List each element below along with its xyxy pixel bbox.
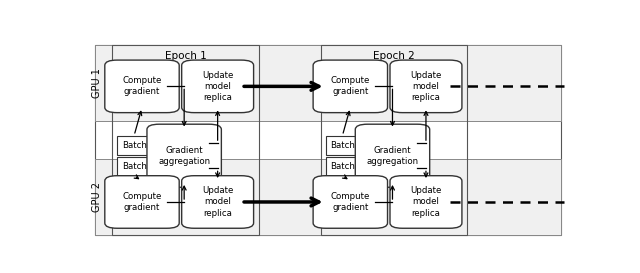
Text: Gradient
aggregation: Gradient aggregation: [367, 146, 419, 166]
FancyBboxPatch shape: [95, 159, 561, 235]
Text: Batch: Batch: [330, 162, 355, 171]
Text: Update
model
replica: Update model replica: [410, 71, 442, 102]
FancyBboxPatch shape: [355, 124, 429, 187]
Text: Update
model
replica: Update model replica: [410, 186, 442, 218]
Text: Compute
gradient: Compute gradient: [331, 76, 370, 96]
FancyBboxPatch shape: [105, 176, 179, 228]
Text: Compute
gradient: Compute gradient: [122, 76, 162, 96]
FancyBboxPatch shape: [117, 157, 151, 176]
FancyBboxPatch shape: [390, 60, 462, 113]
Text: Compute
gradient: Compute gradient: [122, 192, 162, 212]
Text: GPU 1: GPU 1: [92, 68, 102, 98]
FancyBboxPatch shape: [147, 124, 221, 187]
FancyBboxPatch shape: [326, 136, 359, 155]
FancyBboxPatch shape: [182, 60, 253, 113]
Text: Batch: Batch: [330, 141, 355, 150]
Text: Update
model
replica: Update model replica: [202, 186, 234, 218]
Text: Batch: Batch: [122, 141, 147, 150]
FancyBboxPatch shape: [105, 60, 179, 113]
FancyBboxPatch shape: [313, 60, 388, 113]
Text: GPU 2: GPU 2: [92, 182, 102, 212]
FancyBboxPatch shape: [95, 45, 561, 121]
Text: Gradient
aggregation: Gradient aggregation: [158, 146, 210, 166]
Text: Epoch 1: Epoch 1: [164, 51, 206, 61]
FancyBboxPatch shape: [390, 176, 462, 228]
Text: Batch: Batch: [122, 162, 147, 171]
FancyBboxPatch shape: [117, 136, 151, 155]
Text: Epoch 2: Epoch 2: [373, 51, 415, 61]
Text: Compute
gradient: Compute gradient: [331, 192, 370, 212]
FancyBboxPatch shape: [326, 157, 359, 176]
FancyBboxPatch shape: [313, 176, 388, 228]
Text: Update
model
replica: Update model replica: [202, 71, 234, 102]
FancyBboxPatch shape: [182, 176, 253, 228]
